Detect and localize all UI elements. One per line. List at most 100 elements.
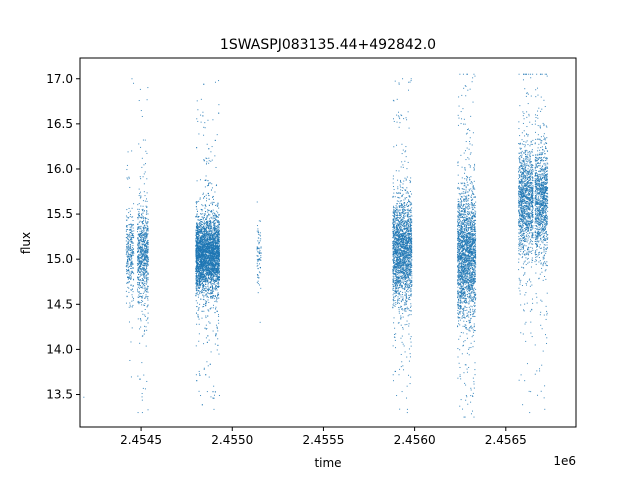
data-point: [210, 263, 212, 265]
data-point: [202, 219, 204, 221]
data-point: [215, 237, 217, 239]
data-point: [214, 272, 216, 274]
data-point: [147, 297, 149, 299]
data-point: [198, 231, 200, 233]
data-point: [212, 233, 214, 235]
data-point: [142, 244, 144, 246]
data-point: [197, 244, 199, 246]
data-point: [197, 316, 199, 318]
data-point: [195, 201, 197, 203]
data-point: [139, 328, 141, 330]
data-point: [218, 240, 220, 242]
data-point: [202, 286, 204, 288]
data-point: [207, 270, 209, 272]
data-point: [208, 229, 210, 231]
data-point: [205, 239, 207, 241]
data-point: [198, 235, 200, 237]
data-point: [200, 262, 202, 264]
data-point: [198, 285, 200, 287]
data-point: [208, 204, 210, 206]
data-point: [144, 224, 146, 226]
data-point: [217, 263, 219, 265]
data-point: [131, 224, 133, 226]
data-point: [146, 225, 148, 227]
data-point: [215, 288, 217, 290]
data-point: [141, 362, 143, 364]
data-point: [201, 287, 203, 289]
data-point: [203, 264, 205, 266]
data-point: [147, 249, 149, 251]
data-point: [204, 234, 206, 236]
data-point: [139, 220, 141, 222]
data-point: [207, 225, 209, 227]
data-point: [143, 260, 145, 262]
data-point: [195, 233, 197, 235]
data-point: [140, 226, 142, 228]
data-point: [142, 255, 144, 257]
data-point: [198, 247, 200, 249]
data-point: [217, 236, 219, 238]
data-point: [216, 238, 218, 240]
data-point: [131, 294, 133, 296]
data-point: [141, 335, 143, 337]
data-point: [208, 310, 210, 312]
data-point: [205, 222, 207, 224]
data-point: [215, 269, 217, 271]
data-point: [209, 256, 211, 258]
data-point: [217, 269, 219, 271]
data-point: [137, 246, 139, 248]
data-point: [198, 254, 200, 256]
data-point: [197, 216, 199, 218]
data-point: [215, 243, 217, 245]
data-point: [210, 247, 212, 249]
data-point: [198, 308, 200, 310]
data-point: [200, 241, 202, 243]
data-point: [129, 259, 131, 261]
data-point: [205, 251, 207, 253]
data-point: [141, 243, 143, 245]
data-point: [143, 238, 145, 240]
data-point: [130, 273, 132, 275]
data-point: [216, 310, 218, 312]
data-point: [204, 243, 206, 245]
data-point: [212, 269, 214, 271]
data-point: [125, 226, 127, 228]
data-point: [195, 269, 197, 271]
data-point: [211, 237, 213, 239]
data-point: [218, 314, 220, 316]
data-point: [146, 254, 148, 256]
data-point: [196, 254, 198, 256]
data-point: [196, 237, 198, 239]
data-point: [204, 290, 206, 292]
data-point: [138, 234, 140, 236]
data-point: [205, 242, 207, 244]
data-point: [218, 214, 220, 216]
data-point: [213, 243, 215, 245]
data-point: [208, 183, 210, 185]
data-point: [132, 304, 134, 306]
data-point: [205, 229, 207, 230]
data-point: [195, 237, 197, 239]
data-point: [209, 250, 211, 252]
data-point: [146, 266, 147, 268]
data-point: [213, 247, 215, 249]
data-point: [146, 285, 148, 287]
data-point: [127, 233, 129, 235]
data-point: [140, 326, 142, 328]
data-point: [211, 260, 213, 262]
data-point: [200, 121, 202, 123]
data-point: [201, 273, 203, 275]
data-point: [216, 231, 218, 233]
data-point: [140, 195, 142, 197]
data-point: [197, 259, 199, 261]
data-point: [139, 247, 141, 249]
data-point: [202, 295, 204, 297]
data-point: [128, 291, 130, 293]
data-point: [197, 283, 199, 285]
data-point: [201, 238, 203, 240]
data-point: [138, 296, 140, 298]
data-point: [201, 219, 203, 221]
data-point: [198, 278, 200, 280]
data-point: [198, 255, 200, 257]
data-point: [215, 254, 217, 256]
